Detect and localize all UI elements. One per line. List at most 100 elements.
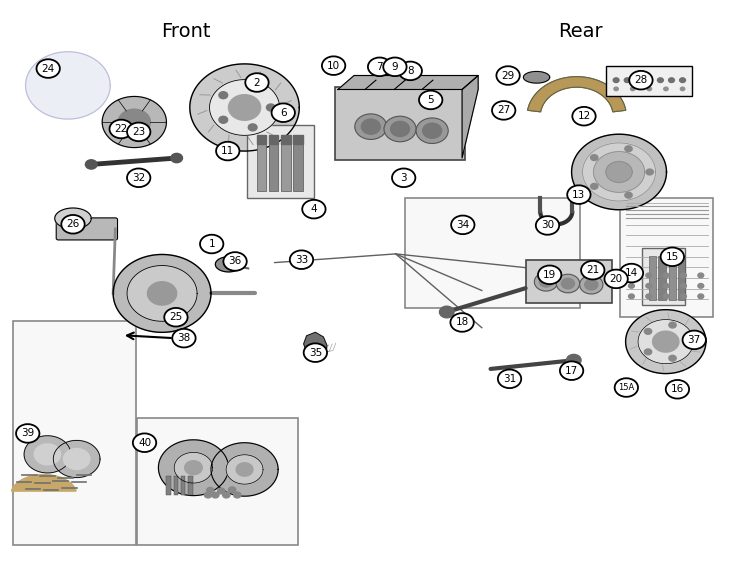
Circle shape <box>580 275 603 294</box>
Polygon shape <box>113 254 211 332</box>
Circle shape <box>534 272 558 291</box>
Circle shape <box>698 284 704 288</box>
Polygon shape <box>638 320 694 364</box>
Polygon shape <box>55 208 91 229</box>
Bar <box>620 198 713 317</box>
Circle shape <box>228 487 236 493</box>
Text: 38: 38 <box>177 333 191 343</box>
Circle shape <box>450 313 474 332</box>
Circle shape <box>302 200 326 218</box>
Polygon shape <box>593 152 645 192</box>
Circle shape <box>683 331 706 349</box>
Circle shape <box>629 273 634 278</box>
Circle shape <box>110 120 133 138</box>
Circle shape <box>392 168 415 187</box>
Circle shape <box>207 487 214 493</box>
Circle shape <box>164 308 188 327</box>
Bar <box>257 135 266 191</box>
Bar <box>181 476 185 495</box>
Text: 11: 11 <box>221 146 234 156</box>
Polygon shape <box>210 80 280 135</box>
Bar <box>188 476 193 495</box>
Polygon shape <box>228 95 261 120</box>
Text: Rear: Rear <box>558 23 603 41</box>
Text: 9: 9 <box>391 62 399 72</box>
Circle shape <box>536 216 559 235</box>
Circle shape <box>361 119 380 134</box>
Circle shape <box>635 78 641 83</box>
Circle shape <box>539 277 553 287</box>
Circle shape <box>127 123 150 141</box>
Circle shape <box>200 235 223 253</box>
Circle shape <box>646 294 652 299</box>
Circle shape <box>498 370 521 388</box>
Text: 15: 15 <box>666 252 679 262</box>
Polygon shape <box>226 455 263 484</box>
Polygon shape <box>185 461 202 475</box>
Text: 10: 10 <box>327 60 340 71</box>
Circle shape <box>646 284 652 288</box>
Circle shape <box>423 123 442 138</box>
Circle shape <box>680 273 686 278</box>
Circle shape <box>614 87 618 91</box>
Circle shape <box>585 279 598 290</box>
Circle shape <box>669 356 676 361</box>
Circle shape <box>566 354 581 366</box>
Circle shape <box>669 78 675 83</box>
Text: 24: 24 <box>42 63 55 74</box>
Bar <box>269 135 278 191</box>
Circle shape <box>304 343 327 362</box>
Text: 22: 22 <box>115 124 128 134</box>
Circle shape <box>322 56 345 75</box>
Bar <box>606 66 692 96</box>
Circle shape <box>567 185 591 204</box>
Circle shape <box>645 349 652 355</box>
Bar <box>281 135 291 144</box>
Polygon shape <box>158 440 228 496</box>
Polygon shape <box>304 332 327 356</box>
Polygon shape <box>24 436 71 473</box>
Text: 27: 27 <box>497 105 510 116</box>
Bar <box>649 256 656 300</box>
Polygon shape <box>653 331 679 352</box>
Polygon shape <box>523 71 550 83</box>
Circle shape <box>266 104 275 111</box>
Text: 39: 39 <box>21 428 34 439</box>
Circle shape <box>625 192 632 198</box>
Polygon shape <box>462 76 478 158</box>
Text: 32: 32 <box>132 173 145 183</box>
Text: 37: 37 <box>688 335 701 345</box>
Circle shape <box>560 361 583 380</box>
Bar <box>293 135 303 144</box>
FancyBboxPatch shape <box>56 218 118 240</box>
Text: 13: 13 <box>572 189 585 200</box>
Circle shape <box>223 252 247 271</box>
Text: 26: 26 <box>66 219 80 229</box>
Text: 40: 40 <box>138 437 151 448</box>
Polygon shape <box>572 134 666 210</box>
Circle shape <box>647 87 651 91</box>
Bar <box>281 135 291 191</box>
Circle shape <box>615 378 638 397</box>
Circle shape <box>591 155 598 160</box>
Circle shape <box>127 168 150 187</box>
Polygon shape <box>211 443 278 496</box>
Circle shape <box>646 273 652 278</box>
Text: 5: 5 <box>427 95 434 105</box>
Text: 17: 17 <box>565 365 578 376</box>
Circle shape <box>684 339 691 345</box>
Circle shape <box>204 492 212 498</box>
Text: 1: 1 <box>208 239 215 249</box>
Circle shape <box>669 322 676 328</box>
Circle shape <box>234 492 241 498</box>
Text: 15A: 15A <box>618 383 634 392</box>
Circle shape <box>223 492 230 498</box>
Circle shape <box>629 294 634 299</box>
Circle shape <box>419 91 442 109</box>
Text: 20: 20 <box>610 274 623 284</box>
Bar <box>257 135 266 144</box>
Circle shape <box>212 492 219 498</box>
Bar <box>137 418 298 545</box>
Circle shape <box>561 278 575 289</box>
Circle shape <box>383 58 407 76</box>
